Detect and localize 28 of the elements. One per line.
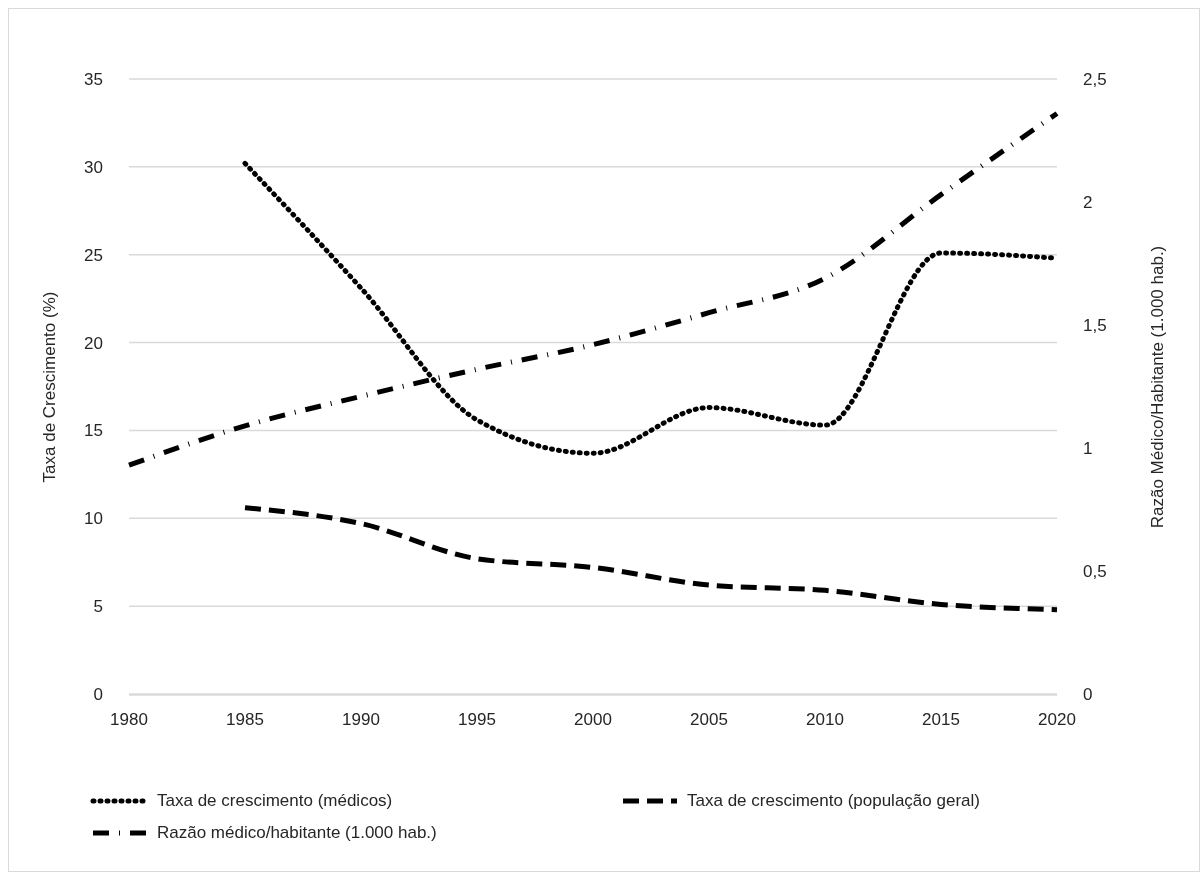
y2-tick-label: 0,5 (1083, 561, 1107, 581)
legend-label: Razão médico/habitante (1.000 hab.) (157, 823, 437, 843)
y-tick-label: 25 (84, 245, 103, 265)
y-tick-label: 5 (93, 597, 103, 617)
y2-tick-label: 2,5 (1083, 69, 1107, 89)
x-tick-label: 2015 (922, 710, 960, 730)
y-axis-title: Taxa de Crescimento (%) (40, 291, 60, 483)
x-tick-label: 1995 (458, 710, 496, 730)
legend-label: Taxa de crescimento (população geral) (687, 791, 980, 811)
x-tick-label: 1980 (110, 710, 148, 730)
x-tick-label: 2005 (690, 710, 728, 730)
x-tick-label: 2010 (806, 710, 844, 730)
x-tick-label: 1985 (226, 710, 264, 730)
y2-axis-title: Razão Médico/Habitante (1.000 hab.) (1148, 245, 1168, 529)
y2-tick-label: 2 (1083, 192, 1093, 212)
y-tick-label: 30 (84, 157, 103, 177)
y-tick-label: 0 (93, 684, 103, 704)
y-tick-label: 10 (84, 509, 103, 529)
y2-tick-label: 1 (1083, 438, 1093, 458)
x-tick-label: 2000 (574, 710, 612, 730)
y2-tick-label: 0 (1083, 684, 1093, 704)
y-tick-label: 20 (84, 333, 103, 353)
x-tick-label: 1990 (342, 710, 380, 730)
y-tick-label: 15 (84, 421, 103, 441)
y2-tick-label: 1,5 (1083, 315, 1107, 335)
x-tick-label: 2020 (1038, 710, 1076, 730)
legend-label: Taxa de crescimento (médicos) (157, 791, 393, 811)
y-tick-label: 35 (84, 69, 103, 89)
